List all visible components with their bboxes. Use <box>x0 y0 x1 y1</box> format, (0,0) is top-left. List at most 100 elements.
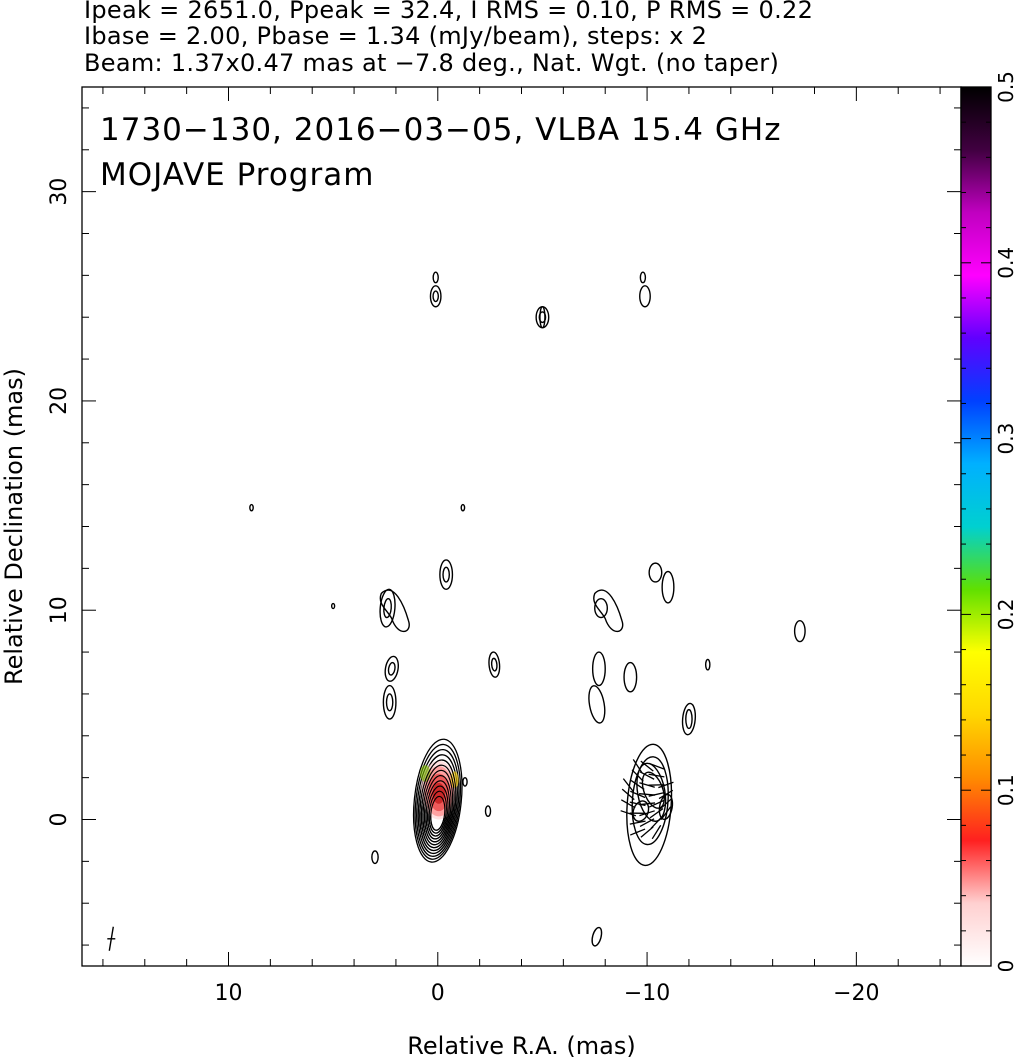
polarization-intensity <box>419 765 431 782</box>
jet-component <box>439 559 454 590</box>
evpa-vector <box>659 797 673 810</box>
chart-subtitle: MOJAVE Program <box>100 157 374 193</box>
jet-component <box>432 271 439 284</box>
colorbar-tick-label: 0.3 <box>994 423 1018 455</box>
evpa-vector <box>660 806 672 821</box>
evpa-vector <box>640 826 654 838</box>
jet-component <box>535 306 550 329</box>
header-line-2: Ibase = 2.00, Pbase = 1.34 (mJy/beam), s… <box>84 22 708 50</box>
jet-component-inner <box>539 306 546 329</box>
evpa-vector <box>631 769 644 782</box>
colorbar-tick-label: 0 <box>994 960 1018 973</box>
jet-component <box>429 285 442 308</box>
pol-component <box>639 285 651 308</box>
jet-component <box>382 684 397 720</box>
colorbar-tick-label: 0.1 <box>994 774 1018 806</box>
pol-component <box>591 651 606 687</box>
evpa-vector <box>629 801 646 807</box>
evpa-vector <box>630 779 645 791</box>
pol-component <box>704 658 711 671</box>
x-tick-label: −10 <box>624 981 670 1006</box>
evpa-vector <box>622 778 634 792</box>
evpa-vector <box>658 789 674 800</box>
x-axis-label: Relative R.A. (mas) <box>407 1032 635 1060</box>
plot-frame <box>81 86 962 967</box>
evpa-vector <box>639 771 655 780</box>
colorbar <box>960 86 992 967</box>
jet-component <box>488 651 501 678</box>
evpa-vector <box>620 810 637 817</box>
evpa-vector <box>658 781 674 789</box>
evpa-vector <box>639 793 656 796</box>
pol-component <box>588 685 606 724</box>
y-tick-label: 0 <box>47 813 72 827</box>
jet-component-inner <box>490 657 498 672</box>
jet-component <box>384 655 399 682</box>
evpa-vector <box>630 790 646 799</box>
core-contour <box>414 743 462 860</box>
jet-component-inner <box>442 566 450 583</box>
evpa-vector <box>648 773 665 778</box>
core-contour <box>420 764 455 849</box>
y-tick-label: 30 <box>47 178 72 206</box>
evpa-vector <box>648 762 665 770</box>
x-tick-label: 0 <box>431 981 445 1006</box>
jet-component-extended <box>379 589 410 633</box>
y-axis-label: Relative Declination (mas) <box>0 368 28 685</box>
evpa-vector <box>629 828 646 836</box>
jet-component-inner <box>385 693 394 712</box>
colorbar-tick-label: 0.4 <box>994 247 1018 279</box>
jet-component <box>330 602 336 610</box>
core-contour <box>425 780 451 840</box>
pol-component <box>594 598 609 619</box>
x-tick-label: −20 <box>833 981 879 1006</box>
jet-component <box>249 503 254 512</box>
core-contour <box>430 795 446 831</box>
evpa-vector <box>620 799 636 809</box>
evpa-vector <box>639 810 655 817</box>
evpa-vector <box>651 824 662 840</box>
pol-component <box>681 702 697 736</box>
pol-component <box>793 619 806 643</box>
evpa-vector <box>648 791 665 797</box>
header-line-1: Ipeak = 2651.0, Ppeak = 32.4, I RMS = 0.… <box>84 0 814 24</box>
core-contour <box>423 775 452 843</box>
y-tick-label: 20 <box>47 387 72 415</box>
core-contour <box>428 790 447 834</box>
header-line-3: Beam: 1.37x0.47 mas at −7.8 deg., Nat. W… <box>84 49 780 77</box>
pol-component-inner <box>685 708 693 730</box>
evpa-vector <box>629 820 646 825</box>
jet-component-inner <box>387 661 396 676</box>
jet-component <box>379 588 396 628</box>
colorbar-tick-label: 0.5 <box>994 71 1018 103</box>
evpa-vector <box>621 788 635 801</box>
pol-component <box>623 661 638 693</box>
core-contour <box>419 759 457 852</box>
pol-component <box>661 570 675 604</box>
chart-title: 1730−130, 2016−03−05, VLBA 15.4 GHz <box>100 112 781 148</box>
jet-component <box>460 503 466 512</box>
evpa-vector <box>640 760 654 772</box>
core-contour <box>417 754 458 855</box>
core-contour <box>412 738 463 863</box>
pol-component <box>648 562 663 583</box>
pol-component <box>639 271 647 284</box>
core-contour <box>422 769 454 846</box>
pol-component <box>591 926 603 947</box>
jet-component <box>462 776 468 787</box>
jet-component <box>484 805 492 818</box>
jet-component-inner <box>432 290 440 303</box>
core-contour <box>416 748 460 857</box>
evpa-vector <box>648 799 665 808</box>
evpa-vector <box>639 782 655 788</box>
x-tick-label: 10 <box>215 981 243 1006</box>
colorbar-tick-label: 0.2 <box>994 598 1018 630</box>
core-contour <box>427 785 449 837</box>
evpa-vector <box>639 818 655 828</box>
y-tick-label: 10 <box>47 596 72 624</box>
evpa-vector <box>649 808 664 819</box>
evpa-vector <box>632 759 643 774</box>
pol-component-extended <box>593 589 624 633</box>
pol-contour <box>658 793 674 821</box>
